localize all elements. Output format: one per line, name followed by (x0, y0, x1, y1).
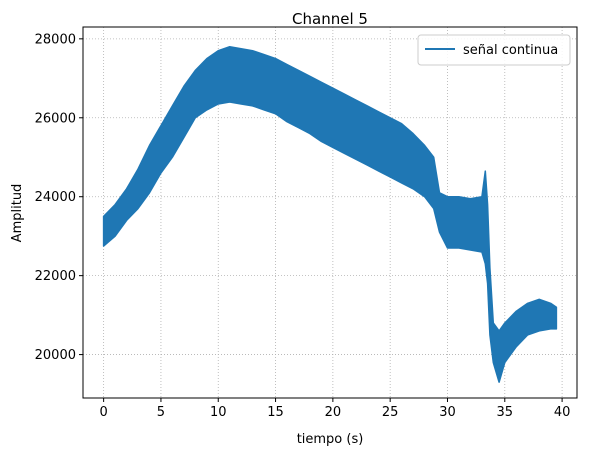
x-tick-label: 25 (382, 405, 399, 420)
x-tick-label: 10 (210, 405, 227, 420)
series-signal-band (102, 45, 558, 383)
y-tick-label: 20000 (35, 348, 76, 363)
legend-label: señal continua (463, 43, 558, 58)
x-axis: 0 5 10 15 20 25 30 35 40 (99, 398, 570, 420)
x-tick-label: 35 (497, 405, 514, 420)
axes-frame (82, 26, 578, 399)
y-tick-label: 28000 (35, 32, 76, 47)
x-tick-label: 20 (325, 405, 342, 420)
legend-box (417, 34, 571, 66)
legend: señal continua (417, 34, 571, 66)
y-tick-label: 22000 (35, 269, 76, 284)
plot-area (102, 45, 558, 383)
x-tick-label: 15 (267, 405, 284, 420)
y-tick-label: 24000 (35, 190, 76, 205)
y-axis: 20000 22000 24000 26000 28000 (35, 32, 83, 363)
x-tick-label: 40 (554, 405, 571, 420)
x-axis-label: tiempo (s) (297, 432, 364, 447)
x-tick-label: 5 (157, 405, 165, 420)
x-tick-label: 0 (99, 405, 107, 420)
y-tick-label: 26000 (35, 111, 76, 126)
y-axis-label: Amplitud (10, 184, 25, 243)
chart-title: Channel 5 (292, 10, 368, 28)
x-tick-label: 30 (439, 405, 456, 420)
